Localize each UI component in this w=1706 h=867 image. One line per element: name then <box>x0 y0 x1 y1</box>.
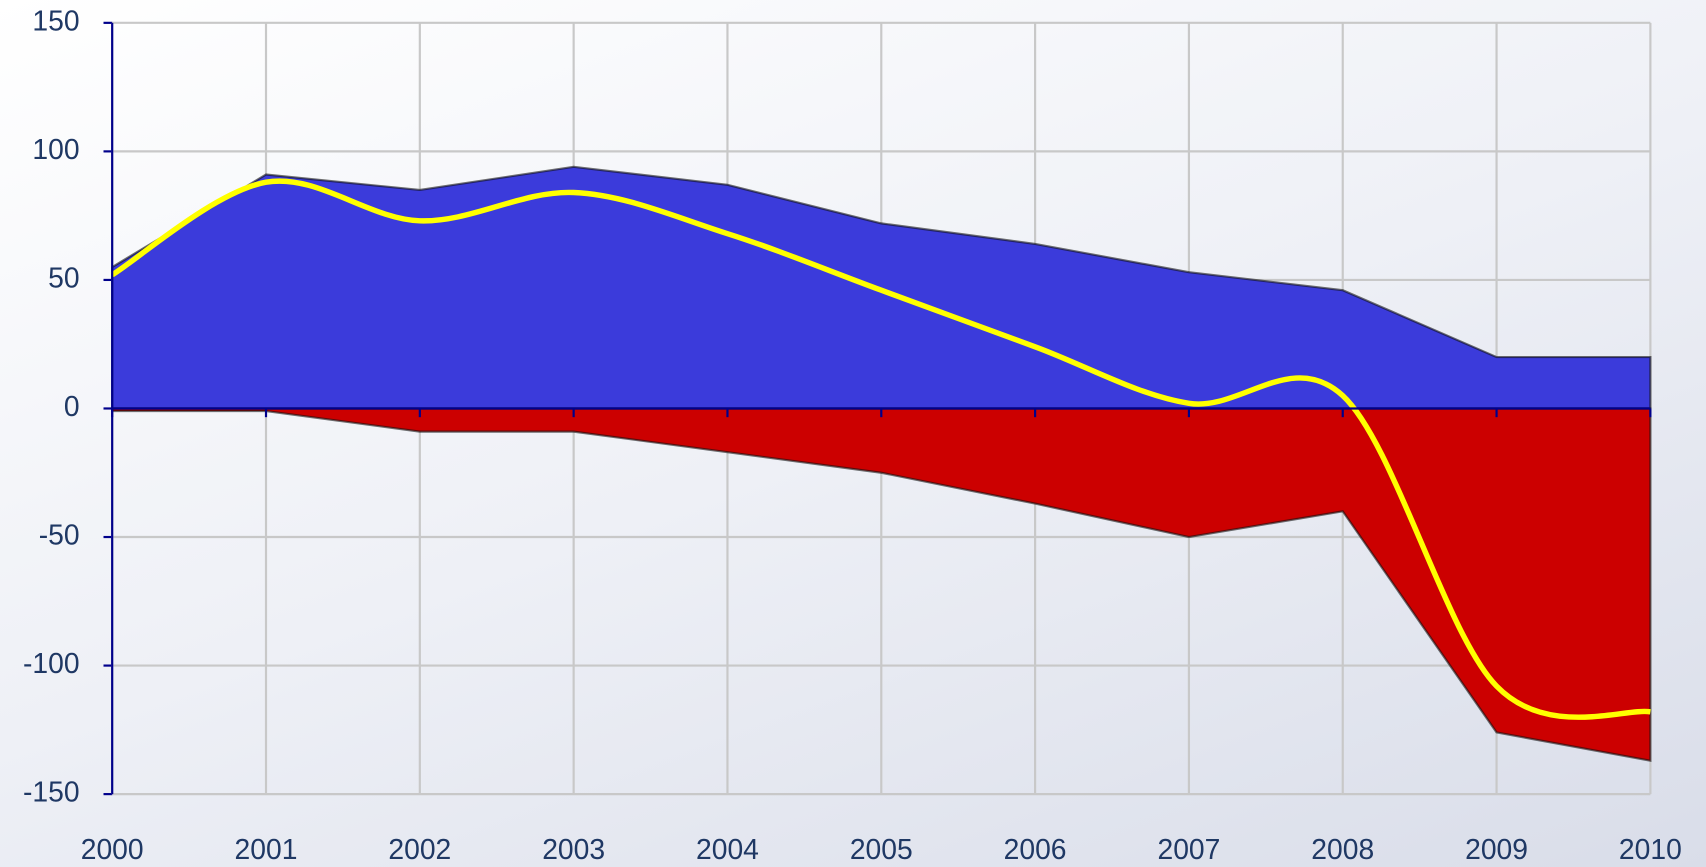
x-tick-label: 2009 <box>1465 833 1528 865</box>
x-tick-label: 2001 <box>235 833 298 865</box>
y-tick-label: -100 <box>23 647 80 679</box>
line <box>110 178 1651 720</box>
y-tick-label: 0 <box>64 390 80 422</box>
x-tick-label: 2000 <box>81 833 144 865</box>
area <box>111 407 1652 763</box>
x-tick-label: 2005 <box>850 833 913 865</box>
y-tick-label: -50 <box>39 518 80 550</box>
y-tick-label: 50 <box>48 261 79 293</box>
x-tick-label: 2006 <box>1004 833 1067 865</box>
x-tick-label: 2003 <box>542 833 605 865</box>
y-tick-label: 150 <box>32 4 79 36</box>
x-tick-label: 2008 <box>1311 833 1374 865</box>
x-tick-label: 2004 <box>696 833 759 865</box>
y-tick-label: 100 <box>32 133 79 165</box>
x-tick-label: 2007 <box>1157 833 1220 865</box>
x-tick-label: 2010 <box>1619 833 1682 865</box>
y-tick-label: -150 <box>23 776 80 808</box>
x-tick-label: 2002 <box>388 833 451 865</box>
